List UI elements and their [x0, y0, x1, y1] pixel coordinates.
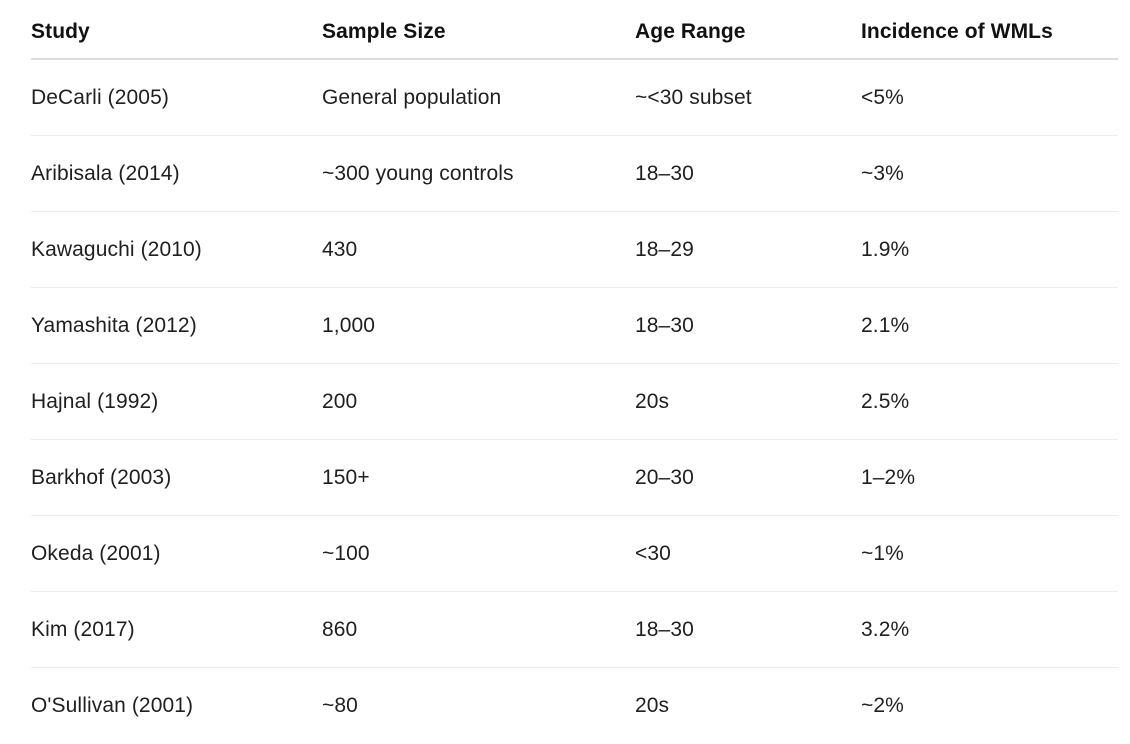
- age-range-cell: 20s: [635, 694, 670, 717]
- age-range-cell: 18–30: [635, 161, 694, 185]
- study-cell: Kawaguchi (2010): [31, 237, 202, 261]
- sample-size-cell: 430: [322, 237, 358, 261]
- incidence-cell: ~2%: [861, 694, 904, 717]
- header-incidence: Incidence of WMLs: [861, 20, 1053, 43]
- age-range-cell: 18–30: [635, 617, 694, 641]
- sample-size-cell: ~100: [322, 541, 370, 565]
- age-range-cell: 18–30: [635, 313, 694, 337]
- incidence-cell: <5%: [861, 85, 904, 109]
- age-range-cell: 20–30: [635, 465, 694, 489]
- table-header-row: Study Sample Size Age Range Incidence of…: [31, 0, 1118, 60]
- study-cell: Kim (2017): [31, 617, 135, 641]
- sample-size-cell: 860: [322, 617, 358, 641]
- table-row: Kawaguchi (2010) 430 18–29 1.9%: [31, 212, 1118, 288]
- study-cell: O'Sullivan (2001): [31, 694, 194, 717]
- study-cell: Aribisala (2014): [31, 161, 180, 185]
- sample-size-cell: 1,000: [322, 313, 376, 337]
- study-cell: Hajnal (1992): [31, 389, 159, 413]
- age-range-cell: 18–29: [635, 237, 694, 261]
- sample-size-cell: General population: [322, 85, 502, 109]
- incidence-cell: 1–2%: [861, 465, 916, 489]
- incidence-cell: 1.9%: [861, 237, 910, 261]
- sample-size-cell: ~80: [322, 694, 358, 717]
- table-row: O'Sullivan (2001) ~80 20s ~2%: [31, 668, 1118, 744]
- wml-incidence-table: Study Sample Size Age Range Incidence of…: [31, 0, 1118, 744]
- incidence-cell: 3.2%: [861, 617, 910, 641]
- table-row: Okeda (2001) ~100 <30 ~1%: [31, 516, 1118, 592]
- table-row: Barkhof (2003) 150+ 20–30 1–2%: [31, 440, 1118, 516]
- table-row: Hajnal (1992) 200 20s 2.5%: [31, 364, 1118, 440]
- table-row: DeCarli (2005) General population ~<30 s…: [31, 60, 1118, 136]
- sample-size-cell: 150+: [322, 465, 370, 489]
- age-range-cell: <30: [635, 541, 671, 565]
- header-study: Study: [31, 20, 90, 43]
- incidence-cell: 2.5%: [861, 389, 910, 413]
- sample-size-cell: ~300 young controls: [322, 161, 514, 185]
- sample-size-cell: 200: [322, 389, 358, 413]
- age-range-cell: 20s: [635, 389, 670, 413]
- study-cell: Okeda (2001): [31, 541, 161, 565]
- table-row: Aribisala (2014) ~300 young controls 18–…: [31, 136, 1118, 212]
- incidence-cell: ~3%: [861, 161, 904, 185]
- incidence-cell: ~1%: [861, 541, 904, 565]
- table-row: Yamashita (2012) 1,000 18–30 2.1%: [31, 288, 1118, 364]
- age-range-cell: ~<30 subset: [635, 85, 752, 109]
- incidence-cell: 2.1%: [861, 313, 910, 337]
- header-age-range: Age Range: [635, 20, 746, 43]
- header-sample-size: Sample Size: [322, 20, 446, 43]
- table-row: Kim (2017) 860 18–30 3.2%: [31, 592, 1118, 668]
- study-cell: Barkhof (2003): [31, 465, 172, 489]
- study-cell: Yamashita (2012): [31, 313, 197, 337]
- study-cell: DeCarli (2005): [31, 85, 169, 109]
